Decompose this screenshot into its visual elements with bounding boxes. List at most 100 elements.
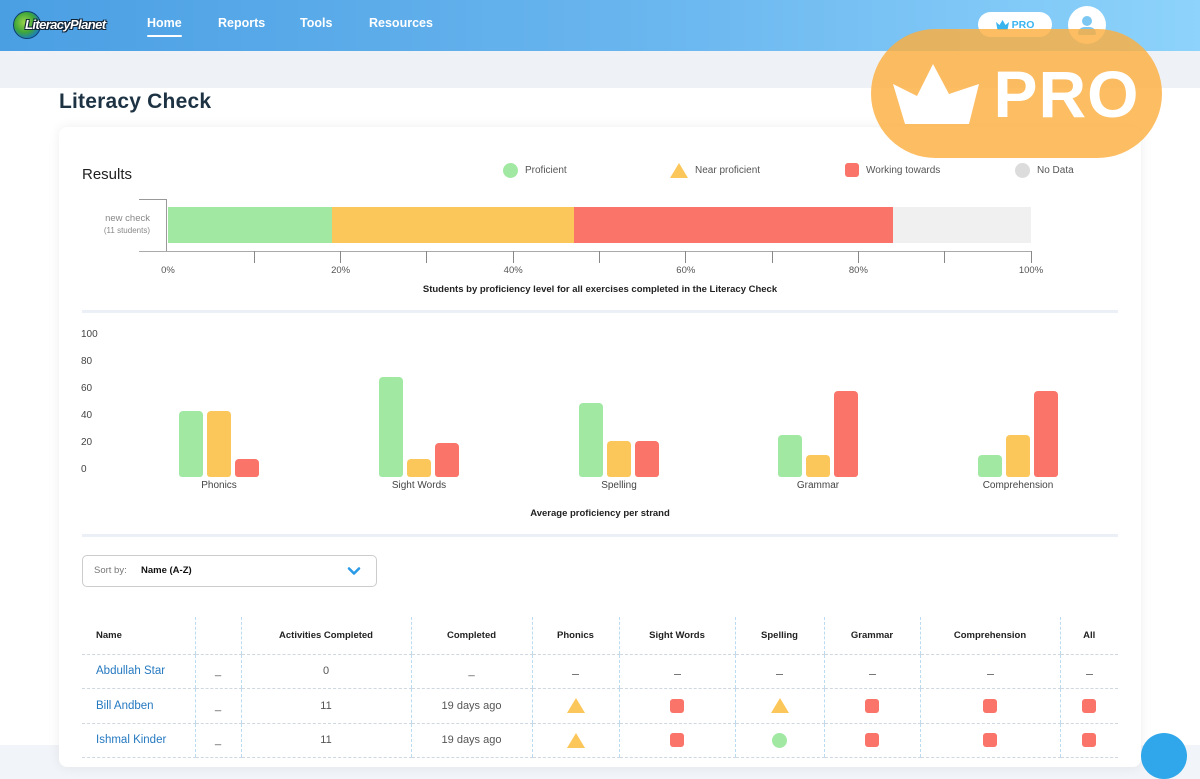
strand-result-cell (734, 654, 824, 689)
bar-spelling-working-towards[interactable] (635, 440, 659, 477)
working-towards-square-icon (1082, 733, 1097, 748)
x-tick-label: 0% (161, 265, 175, 276)
x-axis-tick (599, 251, 600, 263)
nav-tools[interactable]: Tools (300, 16, 333, 30)
pro-banner-text: PRO (993, 56, 1140, 131)
chevron-down-icon (347, 567, 361, 575)
bar-spelling-proficient[interactable] (579, 402, 603, 477)
bar-sight-words-proficient[interactable] (379, 377, 403, 477)
strand-result-cell (734, 688, 824, 724)
y-tick-label: 40 (81, 410, 93, 421)
table-row: Bill Andben _ 11 19 days ago (82, 688, 1118, 724)
bar-sight-words-working-towards[interactable] (435, 443, 459, 477)
row-label-name: new check (105, 213, 150, 224)
x-axis-tick (771, 251, 773, 263)
bar-phonics-proficient[interactable] (179, 410, 203, 477)
strand-chart-caption: Average proficiency per strand (530, 508, 670, 519)
column-header: Grammar (823, 617, 920, 655)
no-data-dash-icon (673, 673, 681, 675)
category-label: Spelling (601, 480, 637, 491)
stacked-row-label: new check (11 students) (82, 213, 150, 235)
student-name-link[interactable]: Bill Andben (82, 688, 195, 724)
axis-line (139, 199, 167, 200)
cell: _ (194, 723, 241, 758)
nav-resources[interactable]: Resources (369, 16, 433, 30)
help-chat-button[interactable] (1141, 733, 1187, 779)
bar-grammar-proficient[interactable] (778, 435, 802, 477)
stacked-segment-no-data[interactable] (892, 207, 1031, 243)
near-proficient-triangle-icon (566, 732, 585, 748)
logo-text: LiteracyPlanet (25, 17, 106, 32)
x-axis-tick (426, 251, 428, 263)
strand-result-cell (618, 688, 735, 724)
pro-upgrade-banner[interactable]: PRO (871, 29, 1162, 158)
literacyplanet-logo[interactable]: LiteracyPlanet (13, 10, 106, 40)
cell: _ (194, 688, 241, 724)
bar-comprehension-working-towards[interactable] (1034, 390, 1058, 477)
bar-phonics-working-towards[interactable] (235, 459, 259, 477)
x-axis-tick (512, 251, 514, 263)
legend-near-proficient: Near proficient (670, 163, 760, 178)
working-towards-square-icon (983, 698, 997, 713)
bar-phonics-near-proficient[interactable] (207, 410, 231, 477)
column-header: Spelling (734, 617, 824, 655)
student-name-link[interactable]: Abdullah Star (82, 654, 195, 689)
legend-proficient: Proficient (503, 163, 567, 178)
bar-comprehension-proficient[interactable] (978, 455, 1002, 477)
column-header: Comprehension (919, 617, 1060, 655)
completed-cell: _ (410, 654, 532, 689)
working-towards-square-icon (1082, 698, 1097, 713)
crown-icon (893, 63, 980, 124)
bar-grammar-working-towards[interactable] (834, 390, 858, 477)
column-header[interactable]: Name (82, 617, 195, 655)
bar-spelling-near-proficient[interactable] (607, 440, 631, 477)
y-tick-label: 80 (81, 356, 93, 367)
working-towards-square-icon (983, 733, 997, 748)
category-label: Sight Words (391, 480, 447, 491)
student-name-link[interactable]: Ishmal Kinder (82, 723, 195, 758)
strand-result-cell (618, 723, 735, 758)
table-row: Ishmal Kinder _ 11 19 days ago (82, 723, 1118, 758)
strand-result-cell (919, 654, 1060, 689)
cell: _ (194, 654, 241, 689)
column-header: Completed (410, 617, 532, 655)
legend-working-towards: Working towards (845, 163, 940, 177)
nav-home[interactable]: Home (147, 16, 182, 37)
y-tick-label: 20 (81, 437, 93, 448)
strand-result-cell (823, 688, 920, 724)
no-data-dash-icon (868, 673, 876, 675)
sort-by-value: Name (A-Z) (141, 565, 192, 576)
stacked-segment-working-towards[interactable] (573, 207, 893, 243)
table-header-row: Name Activities Completed Completed Phonics… (82, 617, 1118, 655)
column-header: Activities Completed (240, 617, 411, 655)
page-title: Literacy Check (59, 90, 212, 113)
x-tick-label: 100% (1018, 265, 1044, 276)
bar-comprehension-near-proficient[interactable] (1006, 435, 1030, 477)
nav-reports[interactable]: Reports (218, 16, 266, 30)
strand-result-cell (1059, 723, 1118, 758)
strand-result-cell (823, 723, 920, 758)
stacked-segment-near-proficient[interactable] (331, 207, 574, 243)
pro-badge-label: PRO (1011, 18, 1035, 31)
activities-completed-cell: 11 (240, 688, 411, 724)
sort-by-dropdown[interactable]: Sort by: Name (A-Z) (82, 555, 377, 587)
legend-label: Near proficient (695, 165, 761, 176)
bar-grammar-near-proficient[interactable] (806, 455, 830, 477)
working-towards-square-icon (670, 733, 684, 748)
globe-icon (13, 11, 41, 39)
bar-sight-words-near-proficient[interactable] (407, 459, 431, 477)
x-axis-tick (685, 251, 687, 263)
no-data-dash-icon (1085, 673, 1093, 675)
section-divider (82, 534, 1118, 537)
x-axis-tick (253, 251, 255, 263)
user-icon-head (1082, 16, 1092, 26)
column-header: Sight Words (618, 617, 735, 655)
table-row: Abdullah Star _ 0 _ (82, 654, 1118, 689)
near-proficient-triangle-icon (566, 698, 585, 714)
category-label: Phonics (201, 480, 237, 491)
x-axis-tick (1030, 251, 1032, 263)
strand-result-cell (734, 723, 824, 758)
stacked-segment-proficient[interactable] (168, 207, 332, 243)
legend-label: Working towards (866, 164, 941, 176)
x-axis-line (139, 251, 1032, 252)
